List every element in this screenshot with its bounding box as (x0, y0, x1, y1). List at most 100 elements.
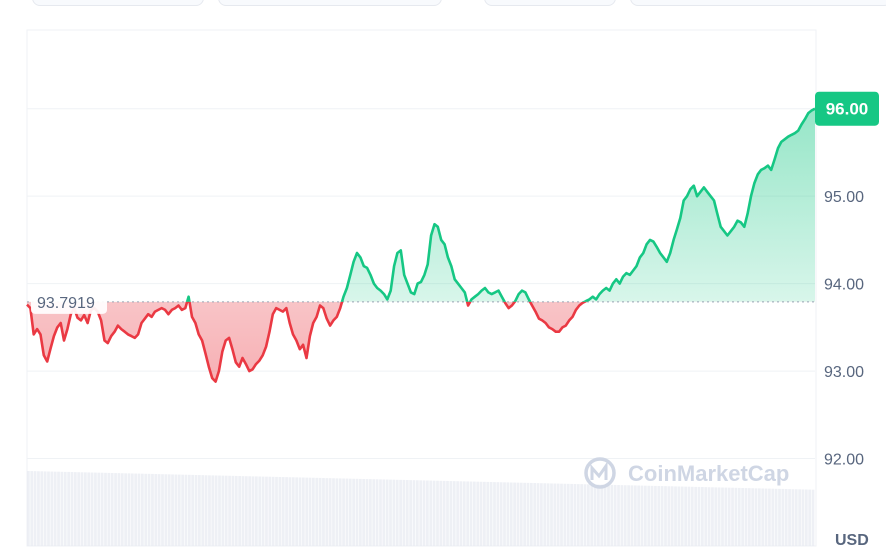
volume-bar (711, 487, 714, 546)
volume-bar (667, 486, 671, 546)
volume-bar (472, 481, 476, 546)
volume-bar (362, 478, 366, 546)
volume-bar (499, 482, 503, 546)
volume-bar (694, 486, 698, 546)
volume-bar (506, 482, 510, 546)
volume-bar (110, 472, 114, 546)
volume-bar (526, 482, 530, 546)
volume-bar (221, 475, 225, 546)
volume-bar (422, 480, 426, 546)
y-tick-label: 94.00 (824, 277, 864, 294)
volume-bar (325, 478, 329, 546)
volume-bar (808, 489, 812, 546)
volume-bar (352, 478, 356, 546)
volume-bar (459, 481, 463, 546)
volume-bar (446, 480, 449, 546)
volume-bar (198, 475, 201, 546)
y-tick-label: 95.00 (824, 189, 864, 206)
volume-bar (151, 473, 154, 546)
volume-bar (100, 472, 104, 546)
volume-bar (204, 475, 208, 546)
volume-bar (365, 479, 369, 546)
volume-bar (714, 487, 718, 546)
volume-bar (50, 471, 54, 546)
volume-bar (513, 482, 516, 546)
currency-label: USD (835, 532, 869, 549)
volume-bar (218, 475, 221, 546)
volume-bar (228, 475, 231, 546)
volume-bar (224, 475, 228, 546)
volume-bar (33, 471, 37, 546)
current-price-text: 96.00 (826, 100, 869, 119)
volume-bar (456, 481, 459, 546)
volume-bar (707, 487, 711, 546)
watermark-text: CoinMarketCap (628, 461, 789, 486)
volume-bar (208, 475, 211, 546)
volume-bar (147, 473, 151, 546)
watermark: CoinMarketCap (584, 457, 789, 489)
volume-bar (751, 488, 755, 546)
volume-bar (570, 483, 573, 546)
volume-bar (560, 483, 563, 546)
volume-bar (637, 485, 641, 546)
volume-bar (509, 482, 513, 546)
volume-bar (566, 483, 570, 546)
volume-bar (573, 484, 577, 546)
volume-bar (318, 477, 322, 546)
volume-bar (187, 474, 191, 546)
volume-bar (379, 479, 382, 546)
volume-bar (757, 488, 761, 546)
reference-label-bg (31, 289, 107, 314)
volume-bar (238, 476, 242, 546)
volume-bar (731, 487, 734, 546)
volume-bar (493, 482, 496, 546)
volume-bar (680, 486, 684, 546)
volume-bar (607, 484, 610, 546)
volume-bar (654, 485, 657, 546)
volume-bar (419, 480, 423, 546)
volume-bar (144, 473, 148, 546)
volume-bar (640, 485, 644, 546)
volume-bar (409, 480, 413, 546)
current-price-badge: 96.00 (815, 91, 879, 126)
reference-label-text: 93.7919 (37, 295, 95, 312)
volume-bar (369, 479, 372, 546)
volume-bar (181, 474, 184, 546)
volume-bar (684, 486, 687, 546)
volume-bar (248, 476, 252, 546)
volume-bar (194, 474, 198, 546)
volume-bar (47, 471, 50, 546)
volume-bar (429, 480, 433, 546)
volume-bar (161, 474, 164, 546)
volume-bar (395, 479, 399, 546)
top-toolbar (0, 0, 886, 6)
volume-bar (77, 472, 81, 546)
volume-bar (127, 473, 131, 546)
volume-bar (657, 486, 661, 546)
volume-bar (275, 476, 278, 546)
volume-bar (328, 478, 332, 546)
volume-bar (84, 472, 87, 546)
reference-label: 93.7919 (31, 289, 107, 314)
volume-bar (483, 481, 486, 546)
volume-bar (332, 478, 335, 546)
volume-bar (348, 478, 352, 546)
volume-bar (597, 484, 600, 546)
volume-bar (670, 486, 674, 546)
volume-bar (305, 477, 309, 546)
volume-bar (804, 489, 808, 546)
volume-bar (466, 481, 470, 546)
volume-bar (556, 483, 560, 546)
volume-bar (439, 480, 443, 546)
volume-bar (476, 481, 480, 546)
volume-bar (536, 483, 540, 546)
volume-bar (784, 489, 788, 546)
volume-bar (285, 477, 288, 546)
volume-bar (496, 482, 500, 546)
volume-bar (700, 487, 704, 546)
volume-bar (798, 489, 801, 546)
volume-bar (754, 488, 758, 546)
volume-bar (177, 474, 181, 546)
